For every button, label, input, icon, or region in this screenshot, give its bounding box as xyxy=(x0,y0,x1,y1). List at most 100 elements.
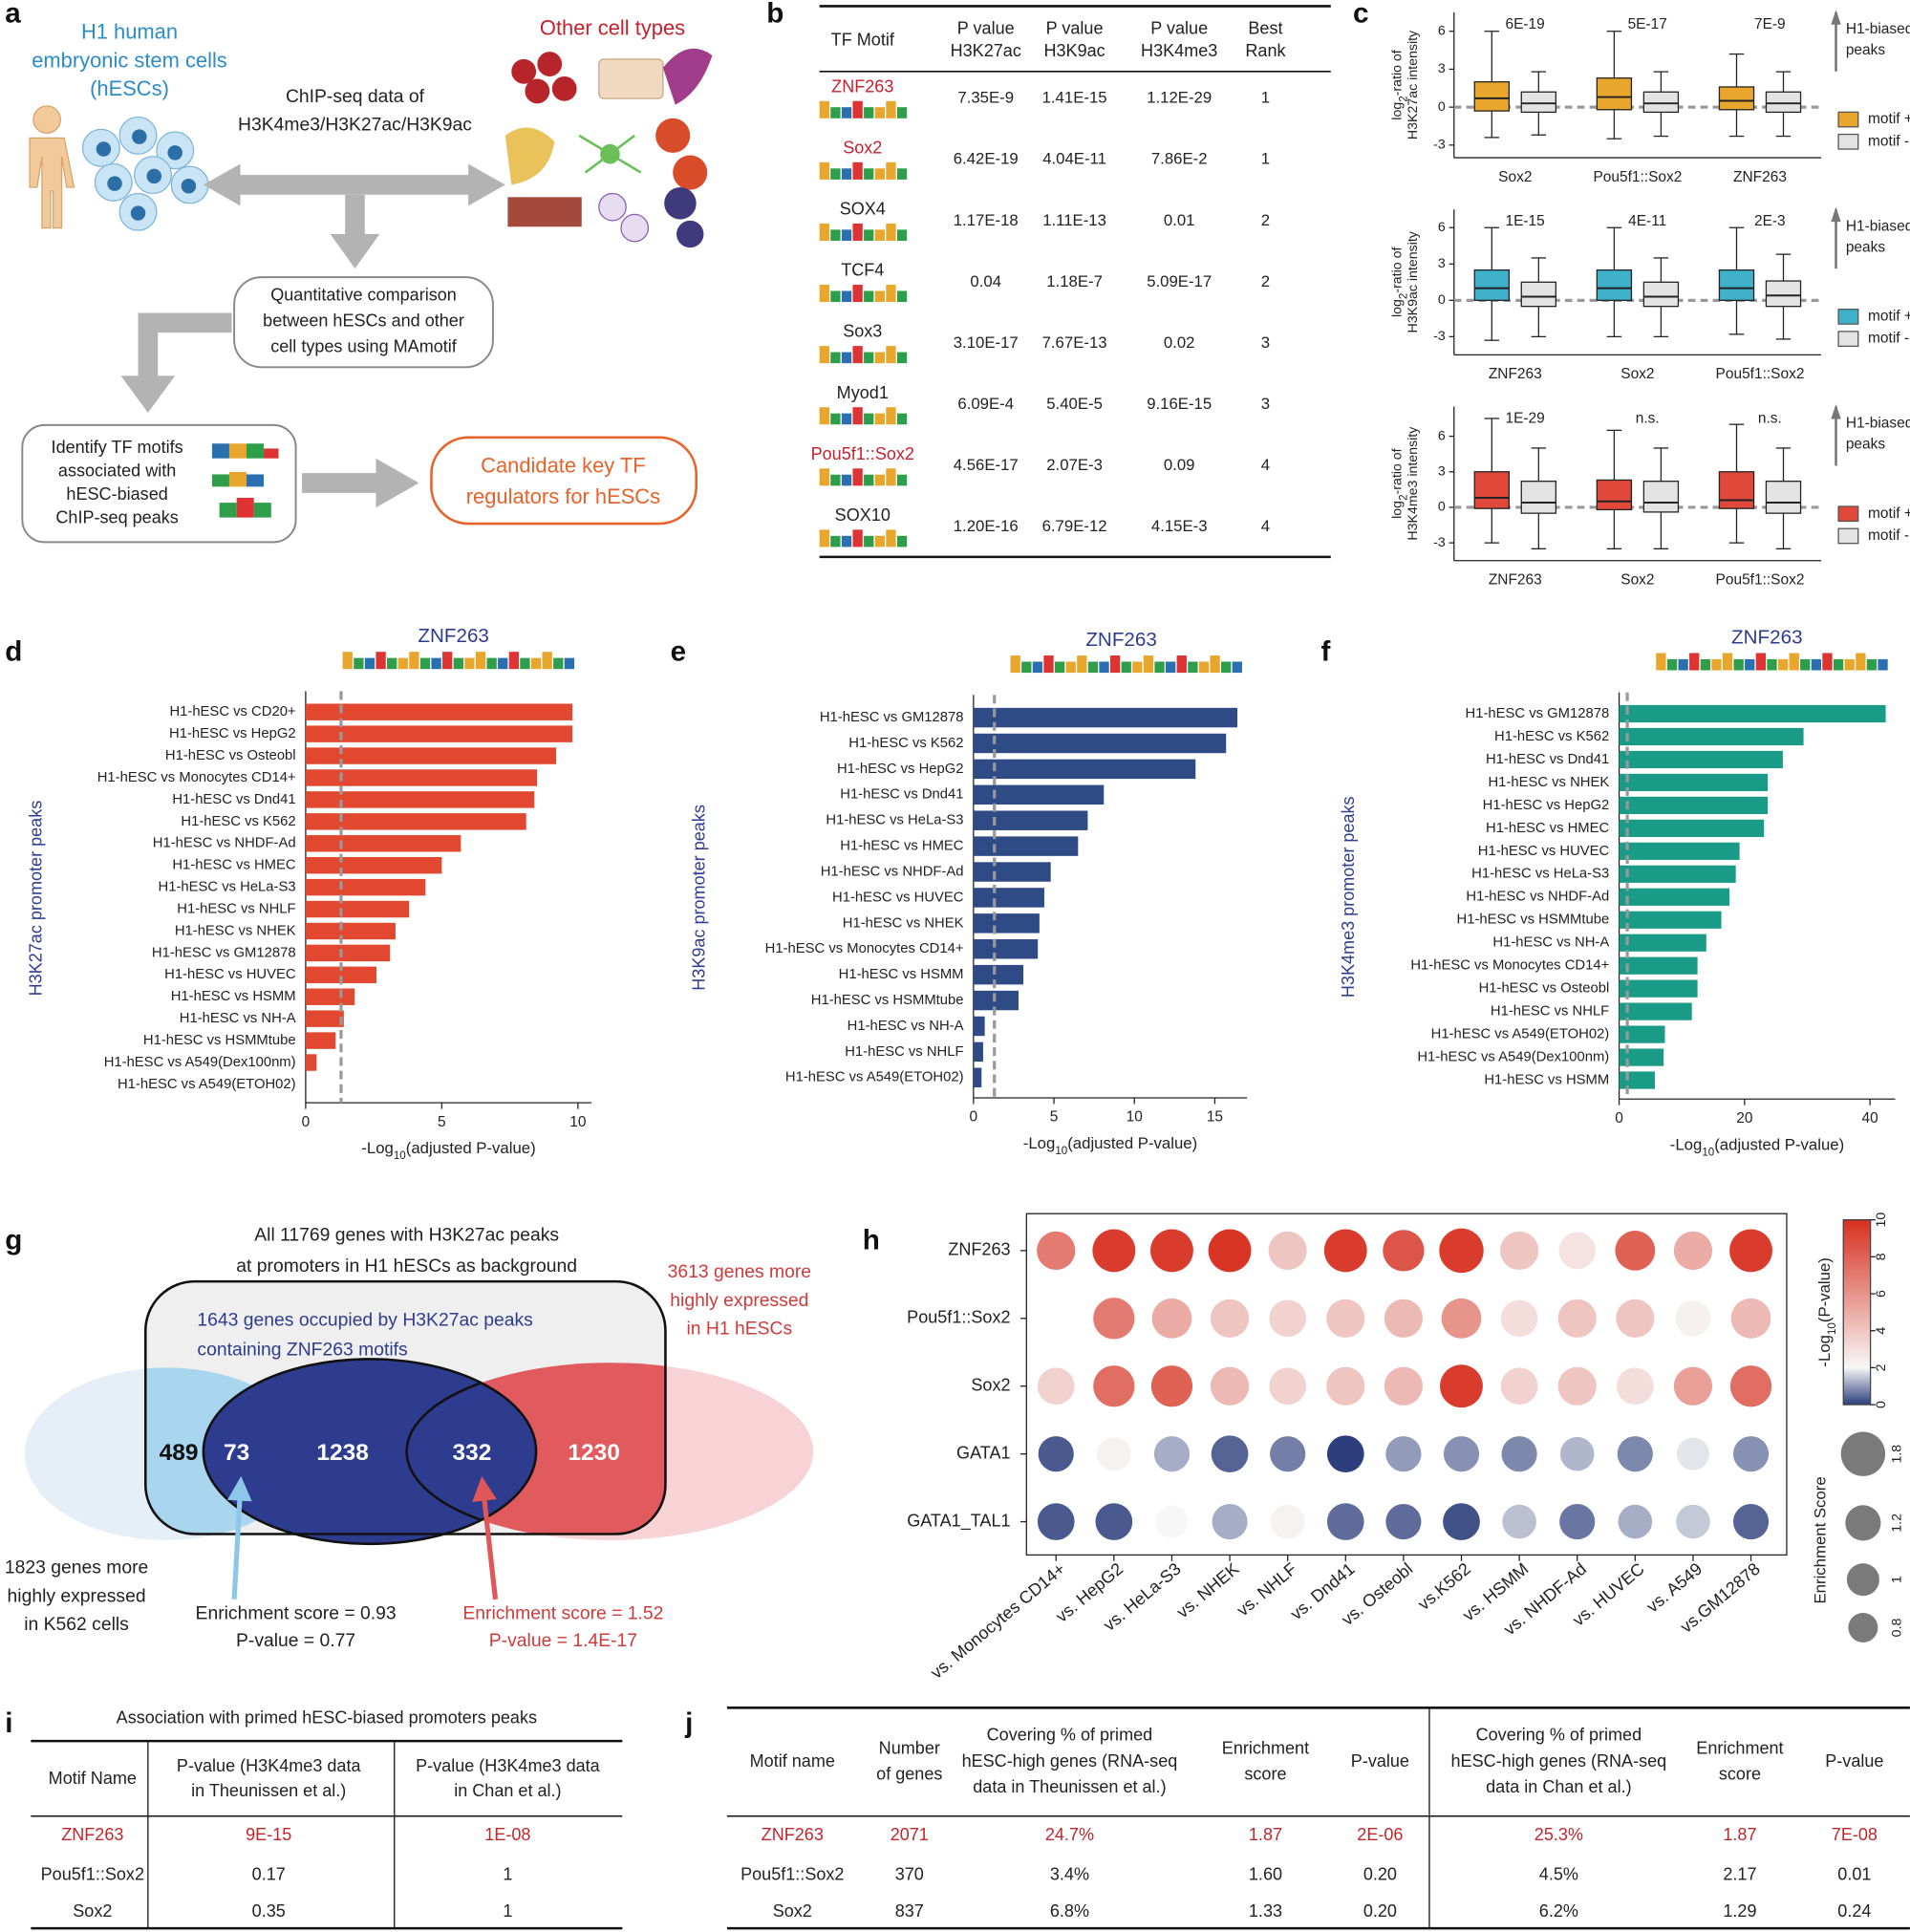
logo-letter xyxy=(852,285,863,303)
logo-letter xyxy=(1198,661,1210,674)
y-tick-label: 3 xyxy=(1438,256,1446,271)
y-tick-label: H1-hESC vs Monocytes CD14+ xyxy=(97,770,296,785)
logo-letter xyxy=(841,535,852,547)
logo-letter xyxy=(1700,658,1710,671)
bar xyxy=(973,964,1024,985)
label-part: 2 xyxy=(1397,293,1409,299)
y-tick-label: 6 xyxy=(1438,220,1446,235)
logo-letter xyxy=(530,657,542,670)
header: P value xyxy=(1150,19,1208,38)
dot xyxy=(1385,1504,1422,1540)
colorbar-tick-label: 0 xyxy=(1874,1401,1889,1408)
logo-letter xyxy=(1043,655,1054,674)
y-tick-label: 0 xyxy=(1438,500,1446,515)
logo-letter xyxy=(886,161,896,180)
text: Identify TF motifs xyxy=(52,438,183,457)
cell: 0.02 xyxy=(1164,333,1195,352)
logo-letter xyxy=(1232,661,1242,674)
dot xyxy=(1501,1436,1537,1472)
legend-label: H1-biased xyxy=(1846,21,1910,37)
box xyxy=(1642,281,1680,308)
cell: 25.3% xyxy=(1534,1825,1583,1844)
text: regulators for hESCs xyxy=(466,484,660,508)
panel-label: d xyxy=(5,635,22,667)
y-tick-label: H1-hESC vs NH-A xyxy=(848,1019,964,1034)
bar xyxy=(1619,888,1730,906)
logo-letter xyxy=(886,223,896,241)
box xyxy=(1520,281,1557,308)
y-axis-label: H3K9ac intensity xyxy=(1406,230,1421,333)
y-tick-label: -3 xyxy=(1433,329,1446,344)
logo-letter xyxy=(1689,653,1700,671)
bar xyxy=(1619,842,1740,860)
label-part: (P-value) xyxy=(1816,1257,1835,1322)
x-tick-label: 20 xyxy=(1736,1110,1752,1127)
cell: 9E-15 xyxy=(246,1825,291,1844)
dot xyxy=(1732,1504,1770,1540)
cell: 24.7% xyxy=(1045,1825,1094,1844)
text: Enrichment score = 1.52 xyxy=(462,1602,663,1623)
box xyxy=(1718,471,1755,509)
y-tick-label: H1-hESC vs NHLF xyxy=(1491,1004,1609,1020)
logo-letter xyxy=(852,346,863,364)
arrow xyxy=(302,458,419,508)
bar xyxy=(305,900,410,918)
dot xyxy=(1092,1229,1136,1273)
annotation: n.s. xyxy=(1758,411,1782,427)
logo-letter xyxy=(1678,658,1688,671)
other-cells xyxy=(504,48,713,248)
bar xyxy=(973,888,1044,908)
text: Other cell types xyxy=(540,16,685,40)
cell: 0.20 xyxy=(1363,1864,1397,1883)
motif-logo xyxy=(819,285,908,303)
header: Covering % of primed xyxy=(1476,1726,1642,1745)
cell: 4 xyxy=(1261,517,1270,535)
y-tick-label: H1-hESC vs NHLF xyxy=(845,1044,963,1060)
logo-letter xyxy=(841,474,852,486)
cell: 4.15E-3 xyxy=(1151,517,1208,535)
dot xyxy=(1443,1436,1480,1472)
y-tick-label: H1-hESC vs HSMM xyxy=(171,989,296,1004)
box xyxy=(1473,471,1511,509)
logo-letter xyxy=(864,290,874,303)
bar xyxy=(1619,819,1765,837)
x-tick-label: 5 xyxy=(438,1114,446,1130)
y-tick-label: H1-hESC vs Osteobl xyxy=(165,748,296,763)
dot xyxy=(1384,1299,1424,1338)
dot xyxy=(1269,1367,1307,1406)
y-tick-label: -3 xyxy=(1433,138,1446,153)
text: H3K4me3/H3K27ac/H3K9ac xyxy=(238,115,472,136)
text: Quantitative comparison xyxy=(270,285,457,304)
bar xyxy=(305,966,376,984)
y-tick-label: 6 xyxy=(1438,23,1446,38)
y-tick-label: 6 xyxy=(1438,428,1446,443)
logo-letter xyxy=(852,529,863,547)
logo-letter xyxy=(896,535,908,547)
logo-letter xyxy=(520,657,530,670)
dot xyxy=(1617,1436,1653,1472)
y-axis-label: H3K27ac promoter peaks xyxy=(27,801,46,997)
logo-letter xyxy=(864,107,874,118)
cell: 4 xyxy=(1261,456,1270,474)
dot xyxy=(1269,1299,1307,1338)
cell: 1 xyxy=(1261,150,1270,168)
logo-letter xyxy=(864,229,874,241)
logo-letter xyxy=(1722,653,1733,671)
person-body xyxy=(29,137,75,229)
y-tick-label: H1-hESC vs NHDF-Ad xyxy=(1466,890,1609,905)
bar xyxy=(973,913,1040,934)
bar xyxy=(973,939,1039,959)
legend-swatch xyxy=(1837,111,1859,128)
cell: Pou5f1::Sox2 xyxy=(811,444,914,463)
header: Covering % of primed xyxy=(987,1726,1153,1745)
x-tick-label: 10 xyxy=(569,1114,586,1130)
text: H1 human xyxy=(81,20,178,44)
dot xyxy=(1500,1367,1538,1406)
y-tick-label: H1-hESC vs NHDF-Ad xyxy=(153,836,296,851)
dot xyxy=(1037,1503,1075,1540)
panel-label: a xyxy=(5,0,21,29)
colorbar-tick-label: 2 xyxy=(1874,1363,1889,1371)
dot xyxy=(1326,1299,1365,1338)
dot xyxy=(1093,1365,1135,1407)
x-axis-label: -Log10(adjusted P-value) xyxy=(1670,1136,1844,1158)
